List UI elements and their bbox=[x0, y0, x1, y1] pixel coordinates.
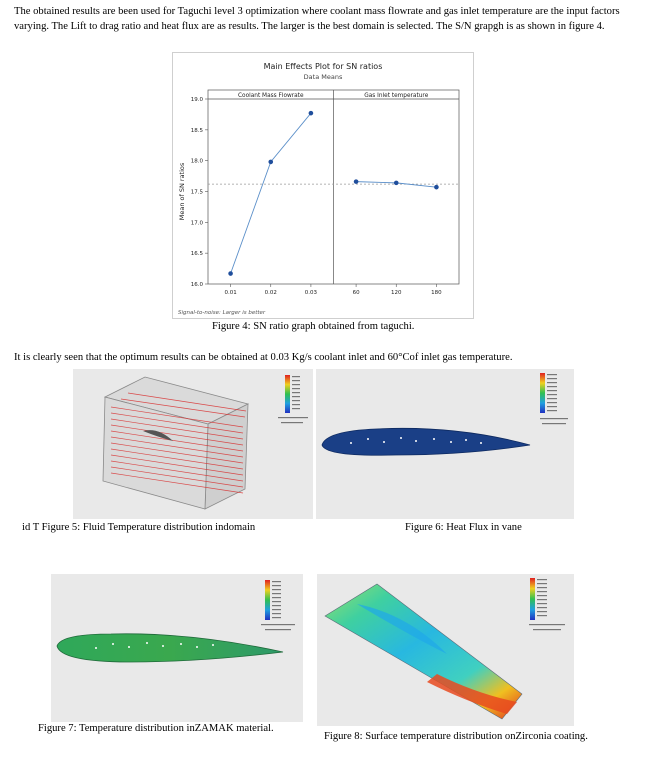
data-point bbox=[434, 184, 439, 190]
conclusion-paragraph: It is clearly seen that the optimum resu… bbox=[14, 352, 513, 363]
figure-5-caption: id T Figure 5: Fluid Temperature distrib… bbox=[22, 522, 256, 533]
panel-strip-label: Gas Inlet temperature bbox=[364, 93, 428, 99]
x-tick-label: 60 bbox=[353, 290, 360, 296]
y-tick-label: 17.0 bbox=[191, 220, 204, 226]
main-effects-chart: Main Effects Plot for SN ratios Data Mean… bbox=[172, 52, 474, 319]
figure-8-caption: Figure 8: Surface temperature distributi… bbox=[324, 731, 588, 742]
y-tick-label: 16.0 bbox=[191, 282, 204, 288]
x-tick-label: 120 bbox=[391, 290, 402, 296]
figure-5-fluid-domain bbox=[73, 369, 313, 519]
chart-footnote: Signal-to-noise: Larger is better bbox=[178, 310, 266, 316]
panel-strip-label: Coolant Mass Flowrate bbox=[238, 93, 304, 99]
x-tick-label: 0.01 bbox=[224, 290, 236, 296]
x-tick-label: 0.03 bbox=[305, 290, 318, 296]
data-point bbox=[353, 179, 359, 184]
chart-subtitle: Data Means bbox=[304, 73, 343, 81]
y-tick-label: 18.0 bbox=[191, 159, 204, 165]
chart-title: Main Effects Plot for SN ratios bbox=[264, 62, 383, 71]
y-axis-label: Mean of SN ratios bbox=[178, 162, 186, 220]
y-tick-label: 17.5 bbox=[191, 190, 204, 196]
y-tick-label: 19.0 bbox=[191, 97, 204, 103]
data-point bbox=[268, 159, 274, 165]
data-point bbox=[228, 271, 233, 276]
x-tick-label: 180 bbox=[431, 290, 442, 296]
figure-6-caption: Figure 6: Heat Flux in vane bbox=[405, 522, 522, 533]
y-tick-label: 18.5 bbox=[191, 128, 204, 134]
x-tick-label: 0.02 bbox=[265, 290, 277, 296]
figure-8-zirconia-temperature bbox=[317, 574, 574, 726]
intro-paragraph: The obtained results are been used for T… bbox=[14, 6, 620, 32]
y-tick-label: 16.5 bbox=[191, 251, 204, 257]
figure-4-caption: Figure 4: SN ratio graph obtained from t… bbox=[212, 321, 415, 332]
figure-7-zamak-temperature bbox=[51, 574, 303, 722]
figure-6-heat-flux bbox=[316, 369, 574, 519]
main-effects-svg: Main Effects Plot for SN ratios Data Mean… bbox=[172, 52, 474, 319]
data-point bbox=[393, 180, 399, 186]
chart-frame bbox=[172, 52, 474, 319]
data-point bbox=[308, 110, 314, 116]
figure-7-caption: Figure 7: Temperature distribution inZAM… bbox=[38, 723, 274, 734]
